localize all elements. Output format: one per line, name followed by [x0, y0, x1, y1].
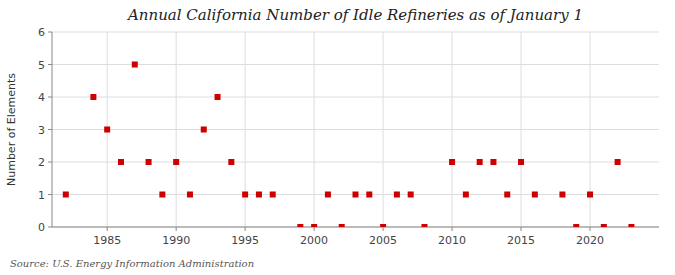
- y-tick-label: 5: [38, 59, 45, 72]
- y-grid-line: [52, 129, 659, 130]
- point: [463, 192, 469, 198]
- point: [477, 159, 483, 165]
- y-axis-line: [52, 32, 53, 227]
- y-grid-line: [52, 162, 659, 163]
- point: [353, 192, 359, 198]
- y-tick: [48, 227, 52, 228]
- point: [339, 224, 345, 227]
- y-tick: [48, 97, 52, 98]
- point: [256, 192, 262, 198]
- point: [104, 127, 110, 133]
- source-note: Source: U.S. Energy Information Administ…: [10, 258, 254, 269]
- x-tick: [176, 227, 177, 231]
- point: [380, 224, 386, 227]
- x-tick-label: 2015: [507, 234, 535, 247]
- point: [297, 224, 303, 227]
- x-tick: [107, 227, 108, 231]
- point: [421, 224, 427, 227]
- point: [215, 94, 221, 100]
- y-tick: [48, 162, 52, 163]
- y-grid-line: [52, 227, 659, 228]
- y-tick: [48, 194, 52, 195]
- point: [311, 224, 317, 227]
- point: [63, 192, 69, 198]
- x-tick: [245, 227, 246, 231]
- title: Annual California Number of Idle Refiner…: [126, 6, 583, 24]
- x-tick-label: 2005: [369, 234, 397, 247]
- point: [601, 224, 607, 227]
- point: [228, 159, 234, 165]
- y-tick-label: 0: [38, 221, 45, 234]
- point: [449, 159, 455, 165]
- x-tick-label: 2010: [438, 234, 466, 247]
- point: [394, 192, 400, 198]
- x-tick-label: 1985: [93, 234, 121, 247]
- point: [628, 224, 634, 227]
- point: [366, 192, 372, 198]
- y-tick: [48, 64, 52, 65]
- point: [408, 192, 414, 198]
- x-tick-label: 1995: [231, 234, 259, 247]
- point: [270, 192, 276, 198]
- background: [0, 0, 675, 275]
- point: [587, 192, 593, 198]
- point: [573, 224, 579, 227]
- point: [201, 127, 207, 133]
- x-tick-label: 1990: [162, 234, 190, 247]
- y-grid-line: [52, 32, 659, 33]
- y-tick-label: 1: [38, 189, 45, 202]
- x-tick-label: 2000: [300, 234, 328, 247]
- point: [90, 94, 96, 100]
- x-tick: [521, 227, 522, 231]
- x-tick: [314, 227, 315, 231]
- y-axis-label: Number of Elements: [5, 73, 18, 186]
- point: [242, 192, 248, 198]
- point: [490, 159, 496, 165]
- point: [173, 159, 179, 165]
- ticks: 1985 1990 1995 2000 2005 2010 2015 2020 0 1 2 3 4 5 6: [38, 26, 604, 247]
- point: [532, 192, 538, 198]
- y-grid-line: [52, 97, 659, 98]
- y-tick-label: 4: [38, 91, 45, 104]
- x-tick: [590, 227, 591, 231]
- point: [146, 159, 152, 165]
- point: [615, 159, 621, 165]
- y-tick: [48, 32, 52, 33]
- x-tick: [452, 227, 453, 231]
- y-tick-label: 2: [38, 156, 45, 169]
- x-tick: [383, 227, 384, 231]
- grid: [52, 32, 659, 227]
- x-tick-label: 2020: [576, 234, 604, 247]
- y-grid-line: [52, 64, 659, 65]
- y-tick-label: 6: [38, 26, 45, 39]
- point: [518, 159, 524, 165]
- y-tick: [48, 129, 52, 130]
- point: [559, 192, 565, 198]
- y-tick-label: 3: [38, 124, 45, 137]
- chart: 1985 1990 1995 2000 2005 2010 2015 2020 0 1 2 3 4 5 6 A…: [0, 0, 675, 275]
- point: [187, 192, 193, 198]
- x-axis-line: [52, 227, 659, 228]
- point: [132, 62, 138, 68]
- point: [118, 159, 124, 165]
- point: [504, 192, 510, 198]
- points: [63, 62, 635, 228]
- point: [325, 192, 331, 198]
- point: [159, 192, 165, 198]
